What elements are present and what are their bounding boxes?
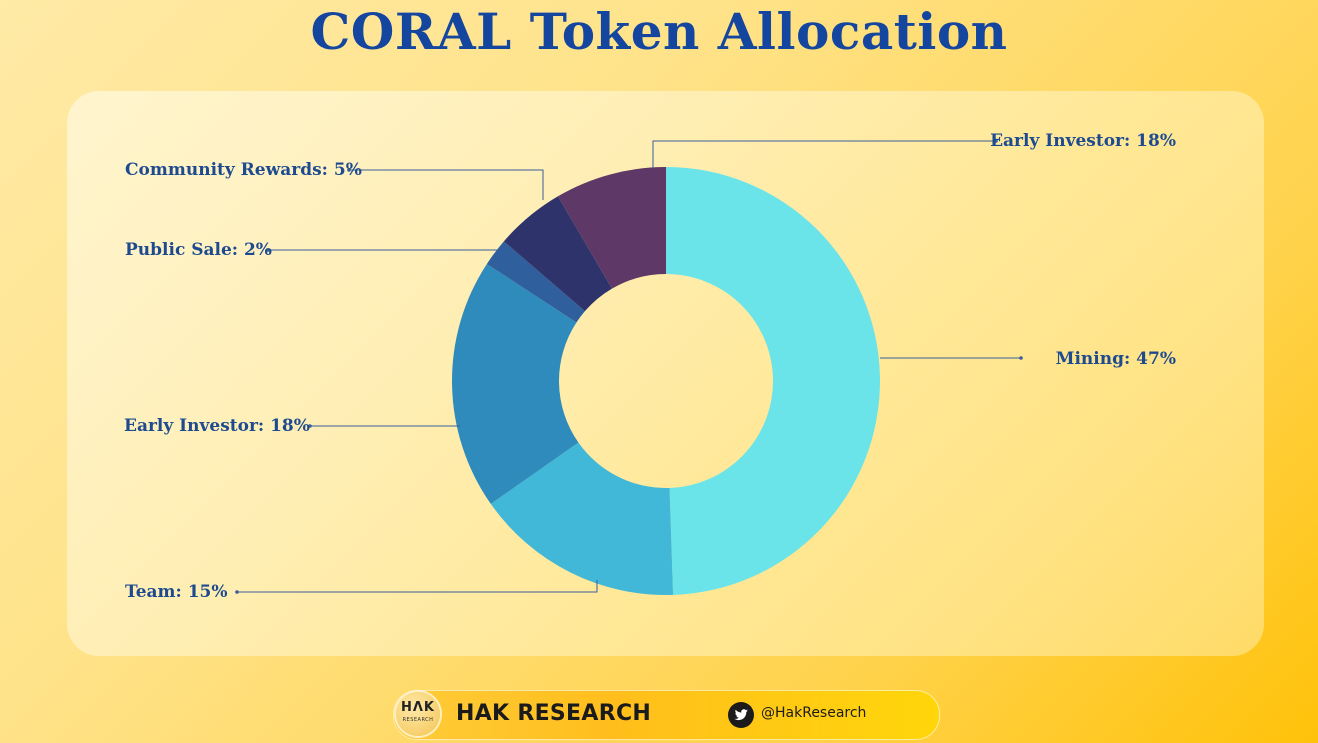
donut-slice-0: [666, 167, 880, 595]
leader-dot-2: [308, 424, 312, 428]
slice-label-4: Community Rewards: 5%: [125, 160, 362, 180]
leader-line-5: [652, 140, 996, 168]
slice-label-2: Early Investor: 18%: [124, 416, 310, 436]
donut-slice-2: [452, 263, 579, 504]
donut-slice-1: [490, 442, 674, 595]
footer-banner: HΛK RESEARCH HAK RESEARCH @HakResearch: [393, 690, 940, 740]
leader-line-1: [237, 580, 598, 593]
donut-slice-5: [557, 167, 666, 289]
leader-dot-1: [235, 590, 239, 594]
hak-logo: HΛK RESEARCH: [396, 692, 440, 736]
twitter-handle[interactable]: @HakResearch: [761, 705, 867, 721]
slice-label-5: Early Investor: 18%: [990, 131, 1176, 151]
twitter-icon[interactable]: [728, 702, 754, 728]
leader-dot-5: [994, 139, 998, 143]
leader-dot-4: [347, 168, 351, 172]
slice-label-3: Public Sale: 2%: [125, 240, 272, 260]
slice-label-0: Mining: 47%: [1055, 349, 1176, 369]
chart-title: CORAL Token Allocation: [310, 2, 1008, 61]
donut-slice-4: [503, 196, 612, 312]
brand-name: HAK RESEARCH: [456, 701, 652, 726]
logo-subtext: RESEARCH: [402, 717, 434, 723]
donut-slice-3: [486, 241, 585, 323]
leader-dot-3: [266, 248, 270, 252]
slice-label-1: Team: 15%: [125, 582, 228, 602]
leader-dot-0: [1019, 356, 1023, 360]
leader-line-4: [349, 169, 544, 200]
logo-mark: HΛK: [400, 700, 435, 715]
